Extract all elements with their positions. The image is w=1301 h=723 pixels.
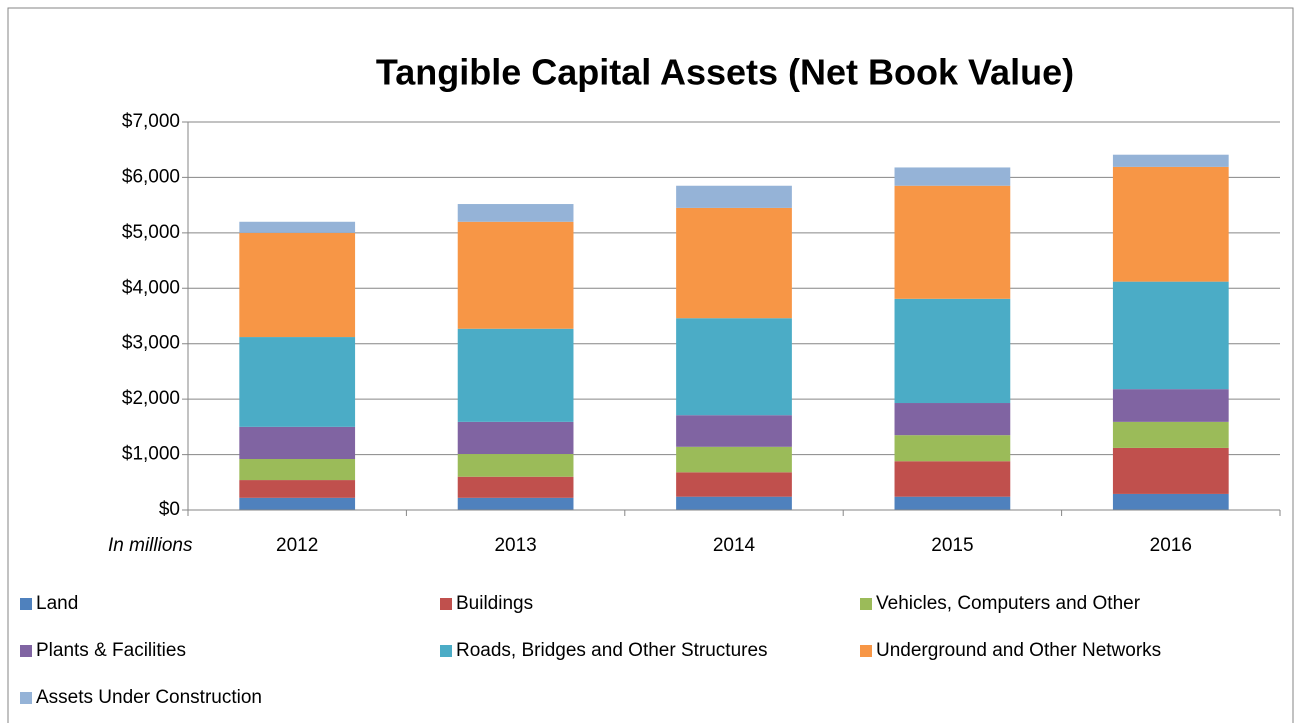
- x-tick-label: 2012: [276, 535, 318, 556]
- bar-segment: [894, 435, 1011, 462]
- bar-segment: [457, 454, 574, 477]
- bar-segment: [894, 298, 1011, 404]
- legend-swatch: [440, 598, 452, 610]
- bar-segment: [239, 480, 356, 498]
- bar-segment: [676, 446, 792, 473]
- legend-label: Land: [36, 593, 78, 614]
- x-tick-label: 2016: [1150, 535, 1192, 556]
- bar-segment: [457, 328, 574, 422]
- bar-segment: [1112, 166, 1229, 282]
- x-tick-label: 2015: [931, 535, 973, 556]
- bar-segment: [1112, 421, 1229, 448]
- y-tick-label: $3,000: [122, 333, 180, 354]
- chart-border: [7, 7, 1294, 723]
- y-tick-label: $7,000: [122, 111, 180, 132]
- legend-swatch: [20, 645, 32, 657]
- legend-label: Underground and Other Networks: [876, 640, 1161, 661]
- bar-segment: [457, 421, 574, 455]
- legend-swatch: [440, 645, 452, 657]
- bar-segment: [1112, 447, 1229, 494]
- bar-segment: [239, 459, 356, 481]
- bar-segment: [239, 497, 356, 510]
- x-tick-label: 2013: [494, 535, 536, 556]
- legend-label: Plants & Facilities: [36, 640, 186, 661]
- bar-segment: [676, 207, 792, 319]
- bar-segment: [894, 167, 1011, 186]
- bar-segment: [1112, 493, 1229, 510]
- bar-segment: [457, 204, 574, 222]
- bar-segment: [457, 497, 574, 510]
- bar-segment: [1112, 154, 1229, 167]
- bar-segment: [239, 221, 356, 233]
- bar-segment: [239, 426, 356, 460]
- y-tick-label: $1,000: [122, 444, 180, 465]
- bar-segment: [894, 403, 1011, 436]
- legend-label: Buildings: [456, 593, 533, 614]
- legend-label: Vehicles, Computers and Other: [876, 593, 1141, 614]
- y-tick-label: $4,000: [122, 277, 180, 298]
- bar-segment: [676, 415, 792, 447]
- legend-label: Roads, Bridges and Other Structures: [456, 640, 768, 661]
- bar-segment: [676, 318, 792, 416]
- y-tick-label: $6,000: [122, 166, 180, 187]
- bar-segment: [239, 337, 356, 427]
- axis-note: In millions: [108, 535, 193, 556]
- bar-segment: [1112, 389, 1229, 422]
- bar-segment: [676, 472, 792, 497]
- bar-segment: [239, 232, 356, 338]
- legend-swatch: [20, 692, 32, 704]
- bar-segment: [676, 496, 792, 510]
- legend-label: Assets Under Construction: [36, 687, 262, 708]
- legend-swatch: [860, 598, 872, 610]
- bar-segment: [1112, 281, 1229, 390]
- bar-segment: [676, 185, 792, 208]
- bar-segment: [457, 476, 574, 498]
- y-tick-label: $0: [159, 499, 180, 520]
- legend-swatch: [20, 598, 32, 610]
- bar-segment: [894, 185, 1011, 299]
- chart-title: Tangible Capital Assets (Net Book Value): [376, 52, 1074, 93]
- bar-segment: [894, 461, 1011, 497]
- x-tick-label: 2014: [713, 535, 756, 556]
- legend-swatch: [860, 645, 872, 657]
- y-tick-label: $5,000: [122, 222, 180, 243]
- bar-segment: [457, 221, 574, 329]
- y-tick-label: $2,000: [122, 388, 180, 409]
- bar-segment: [894, 496, 1011, 510]
